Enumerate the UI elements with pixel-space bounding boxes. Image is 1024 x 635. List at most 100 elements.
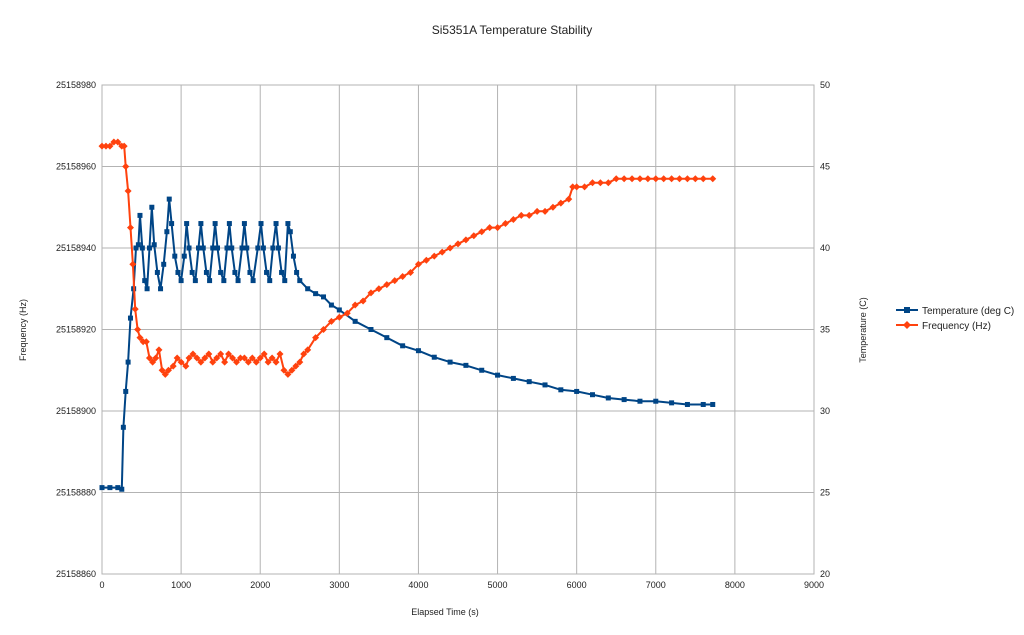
data-point [541, 207, 549, 215]
data-point [462, 236, 470, 244]
data-point [605, 395, 611, 401]
data-point [268, 354, 276, 362]
data-point [240, 354, 248, 362]
data-point [415, 348, 421, 354]
data-point [285, 221, 291, 227]
data-point [517, 211, 525, 219]
data-point [296, 358, 304, 366]
data-point [352, 318, 358, 324]
data-point [351, 301, 359, 309]
data-point [244, 245, 250, 251]
plot-border [101, 84, 815, 575]
data-point [501, 220, 509, 228]
data-point [628, 175, 636, 183]
y-left-tick-label: 25158980 [56, 80, 96, 90]
data-point [336, 307, 342, 313]
data-point [169, 221, 175, 227]
data-point [260, 350, 268, 358]
data-point [123, 388, 129, 394]
data-point [217, 350, 225, 358]
data-point [225, 350, 233, 358]
data-point [98, 142, 106, 150]
data-point [509, 215, 517, 223]
data-point [276, 350, 284, 358]
x-tick-label: 6000 [567, 580, 587, 590]
data-point [120, 142, 128, 150]
data-point [494, 224, 502, 232]
data-point [375, 285, 383, 293]
data-point [184, 221, 190, 227]
data-point [300, 350, 308, 358]
data-point [258, 221, 264, 227]
y-right-tick-label: 20 [820, 569, 830, 579]
data-point [447, 359, 453, 365]
data-point [136, 334, 144, 342]
data-point [343, 309, 351, 317]
y-left-tick-label: 25158860 [56, 569, 96, 579]
data-point [479, 367, 485, 373]
x-axis-title: Elapsed Time (s) [411, 607, 479, 617]
data-point [173, 354, 181, 362]
data-point [691, 175, 699, 183]
data-point [158, 366, 166, 374]
x-tick-label: 9000 [804, 580, 824, 590]
y-right-axis-ticks: 20 25 30 35 40 45 50 [820, 80, 830, 579]
data-point [102, 142, 110, 150]
data-point [215, 245, 221, 251]
data-point [669, 400, 675, 406]
data-point [221, 278, 227, 284]
data-point [155, 346, 163, 354]
data-point [414, 260, 422, 268]
series-layer [98, 138, 717, 492]
data-point [120, 424, 126, 430]
data-point [236, 354, 244, 362]
data-point [164, 366, 172, 374]
data-point [197, 358, 205, 366]
data-point [146, 245, 152, 251]
data-point [164, 229, 170, 235]
data-point [305, 286, 311, 292]
data-point [161, 261, 167, 267]
data-point [241, 221, 247, 227]
data-point [213, 354, 221, 362]
y-right-axis-title: Temperature (C) [858, 297, 868, 363]
data-point [391, 277, 399, 285]
data-point [510, 375, 516, 381]
data-point [189, 269, 195, 275]
data-point [400, 343, 406, 349]
data-point [252, 358, 260, 366]
data-point [185, 354, 193, 362]
data-point [142, 278, 148, 284]
y-right-tick-label: 30 [820, 406, 830, 416]
data-point [209, 358, 217, 366]
data-point [621, 397, 627, 403]
data-point [653, 398, 659, 404]
y-left-axis-title: Frequency (Hz) [18, 299, 28, 361]
data-point [221, 358, 229, 366]
legend-frequency-marker [903, 321, 911, 329]
legend: Temperature (deg C) Frequency (Hz) [896, 306, 1014, 332]
data-point [115, 485, 121, 491]
data-point [367, 289, 375, 297]
data-point [313, 291, 319, 297]
x-tick-label: 8000 [725, 580, 745, 590]
data-point [229, 354, 237, 362]
data-point [235, 278, 241, 284]
data-point [124, 187, 132, 195]
y-right-tick-label: 40 [820, 243, 830, 253]
data-point [207, 278, 213, 284]
data-point [133, 245, 139, 251]
grid [101, 84, 815, 575]
data-point [142, 338, 150, 346]
data-point [383, 281, 391, 289]
data-point [495, 372, 501, 378]
data-point [684, 401, 690, 407]
data-point [247, 269, 253, 275]
data-point [186, 245, 192, 251]
data-point [588, 179, 596, 187]
data-point [290, 253, 296, 259]
data-point [328, 302, 334, 308]
x-axis-ticks: 0 1000 2000 3000 4000 5000 6000 7000 8000 9000 [99, 580, 824, 590]
data-point [660, 175, 668, 183]
series-frequency [98, 138, 717, 378]
